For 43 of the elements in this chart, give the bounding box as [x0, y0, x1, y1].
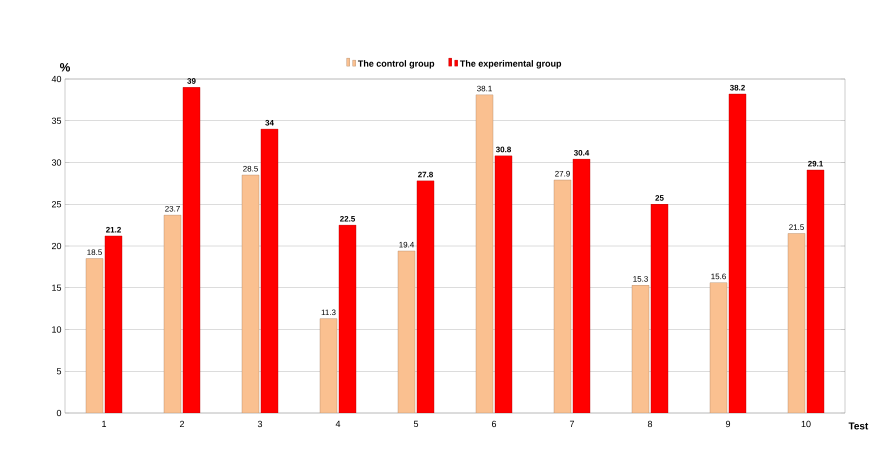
- bar: [494, 156, 512, 413]
- bar: [710, 282, 728, 413]
- y-tick-label: 10: [52, 326, 62, 333]
- bar: [788, 233, 806, 413]
- y-tick-label: 5: [56, 368, 62, 374]
- x-tick-label: 1: [102, 420, 106, 427]
- bar: [416, 180, 434, 413]
- x-tick-label: 6: [492, 420, 496, 428]
- x-axis-title: Test: [848, 422, 868, 430]
- x-tick-label: 4: [336, 420, 340, 427]
- bar: [398, 250, 416, 413]
- y-tick-label: 30: [52, 159, 62, 166]
- bar: [86, 258, 104, 413]
- bar: [338, 224, 356, 413]
- x-tick-label: 7: [570, 420, 574, 427]
- bar: [806, 170, 824, 413]
- bar: [320, 318, 338, 413]
- bar: [260, 128, 278, 413]
- bar: [554, 180, 572, 413]
- y-tick-label: 15: [52, 284, 62, 291]
- bar: [632, 285, 650, 413]
- x-tick-label: 5: [414, 420, 418, 428]
- y-tick-label: 25: [52, 201, 62, 208]
- x-tick-label: 9: [726, 420, 730, 428]
- bar: [104, 236, 122, 413]
- bar: [164, 214, 182, 413]
- y-tick-label: 40: [52, 76, 62, 82]
- legend-label: The control group: [358, 60, 434, 69]
- bar: [650, 204, 668, 413]
- x-tick-label: 10: [802, 420, 811, 428]
- x-tick-label: 8: [648, 420, 652, 428]
- x-tick-label: 2: [180, 420, 184, 428]
- x-tick-label: 3: [258, 420, 262, 428]
- legend-label: The experimental group: [460, 60, 562, 69]
- bar: [242, 174, 260, 413]
- bar: [728, 94, 746, 413]
- y-tick-label: 35: [52, 118, 62, 124]
- y-tick-label: 0: [56, 410, 62, 416]
- bar: [572, 158, 590, 413]
- y-tick-label: 20: [52, 242, 62, 250]
- y-axis-title: %: [60, 63, 70, 72]
- bar: [182, 87, 200, 413]
- bar: [476, 94, 494, 413]
